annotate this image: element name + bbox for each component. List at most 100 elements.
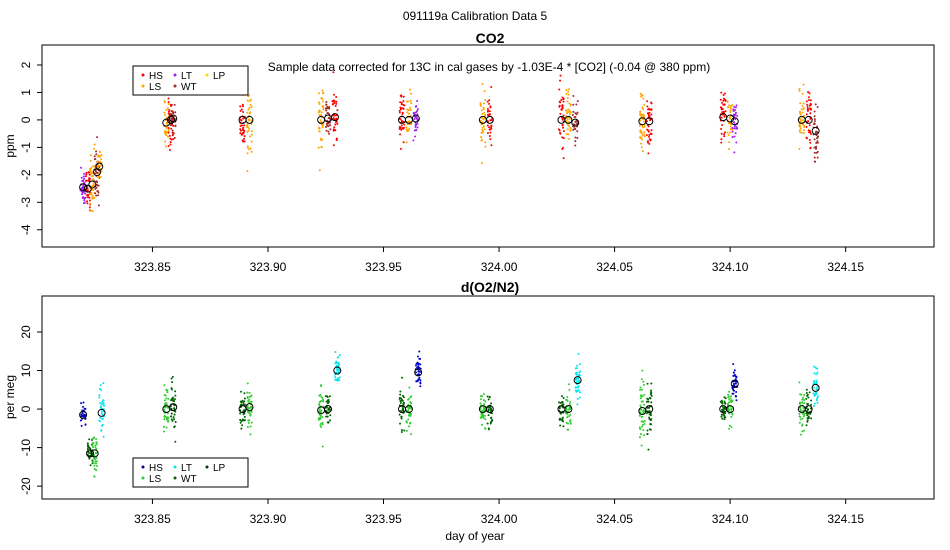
co2-data-point (171, 117, 174, 120)
co2-data-point (327, 125, 330, 128)
co2-data-point (94, 187, 97, 190)
o2-data-point (319, 417, 322, 420)
co2-data-point (93, 155, 96, 158)
o2-data-point (798, 413, 801, 416)
co2-legend-label: LP (213, 71, 226, 82)
co2-data-point (480, 109, 483, 112)
o2-data-point (816, 396, 819, 399)
co2-data-point (99, 176, 102, 179)
co2-data-point (170, 127, 173, 130)
co2-data-point (489, 105, 492, 108)
co2-data-point (719, 98, 722, 101)
co2-data-point (813, 146, 816, 149)
o2-mean-marker (564, 405, 573, 414)
o2n2-y-axis: -20 -10 0 10 20 (19, 325, 42, 495)
co2-data-point (173, 136, 176, 139)
co2-data-point (639, 92, 642, 95)
co2-data-point (97, 194, 100, 197)
o2-data-point (172, 416, 175, 419)
co2-data-point (641, 134, 644, 137)
co2-data-point (414, 123, 417, 126)
o2-data-point (239, 412, 242, 415)
co2-data-point (733, 114, 736, 117)
co2-data-point (573, 123, 576, 126)
o2-data-point (649, 428, 652, 431)
o2-data-point (569, 413, 572, 416)
o2-data-point (724, 401, 727, 404)
co2-data-point (567, 93, 570, 96)
o2-data-point (248, 411, 251, 414)
co2-data-point (95, 171, 98, 174)
co2-data-point (810, 133, 813, 136)
co2-data-point (97, 204, 100, 207)
co2-data-point (407, 112, 410, 115)
co2-data-point (92, 165, 95, 168)
o2-x-tick-label: 324.05 (596, 512, 633, 526)
co2-data-point (802, 102, 805, 105)
o2-data-point (728, 401, 731, 404)
o2-data-point (814, 366, 817, 369)
co2-data-point (720, 128, 723, 131)
co2-data-point (92, 175, 95, 178)
o2-data-point (650, 418, 653, 421)
co2-data-point (320, 139, 323, 142)
co2-data-point (402, 141, 405, 144)
o2-data-point (170, 412, 173, 415)
co2-data-point (650, 129, 653, 132)
o2-data-point (646, 382, 649, 385)
co2-data-point (723, 103, 726, 106)
o2-data-point (642, 429, 645, 432)
co2-data-point (813, 110, 816, 113)
co2-data-point (724, 110, 727, 113)
co2-data-point (574, 144, 577, 147)
co2-panel: CO2 -4 -3 -2 -1 0 1 2 323.85 323.90 323.95 324.00… (3, 30, 935, 274)
o2-data-point (100, 424, 103, 427)
o2-data-point (558, 407, 561, 410)
o2-data-point (720, 415, 723, 418)
co2-data-point (398, 111, 401, 114)
co2-data-point (335, 100, 338, 103)
co2-data-point (81, 191, 84, 194)
o2-data-point (813, 394, 816, 397)
co2-data-point (735, 104, 738, 107)
o2-data-point (484, 427, 487, 430)
co2-data-point (326, 112, 329, 115)
co2-data-point (733, 127, 736, 130)
co2-data-point (173, 103, 176, 106)
co2-x-axis: 323.85 323.90 323.95 324.00 324.05 324.10 324.… (134, 247, 864, 274)
o2-data-point (642, 420, 645, 423)
co2-data-point (325, 103, 328, 106)
o2-legend-swatch (141, 465, 145, 469)
o2-data-point (482, 416, 485, 419)
o2-data-point (329, 414, 332, 417)
o2-data-point (649, 422, 652, 425)
o2-y-tick-label: -20 (19, 477, 33, 495)
o2-data-point (335, 360, 338, 363)
co2-data-point (798, 147, 801, 150)
o2-data-point (171, 381, 174, 384)
co2-data-point (332, 117, 335, 120)
co2-data-point (416, 126, 419, 129)
o2-data-point (801, 398, 804, 401)
o2-data-point (173, 400, 176, 403)
o2-data-point (646, 400, 649, 403)
co2-data-point (565, 120, 568, 123)
o2-data-point (329, 408, 332, 411)
co2-data-point (720, 108, 723, 111)
o2-data-point (407, 425, 410, 428)
co2-data-point (733, 108, 736, 111)
co2-data-point (732, 121, 735, 124)
co2-data-point (481, 139, 484, 142)
co2-data-point (813, 160, 816, 163)
o2-data-point (735, 376, 738, 379)
co2-data-point (97, 164, 100, 167)
x-axis-title: day of year (445, 529, 504, 543)
o2-data-point (410, 402, 413, 405)
co2-data-point (565, 133, 568, 136)
co2-data-point (321, 89, 324, 92)
co2-data-point (799, 131, 802, 134)
co2-data-point (168, 112, 171, 115)
co2-y-tick-label: 1 (19, 89, 33, 96)
co2-data-point (321, 105, 324, 108)
co2-data-point (568, 125, 571, 128)
